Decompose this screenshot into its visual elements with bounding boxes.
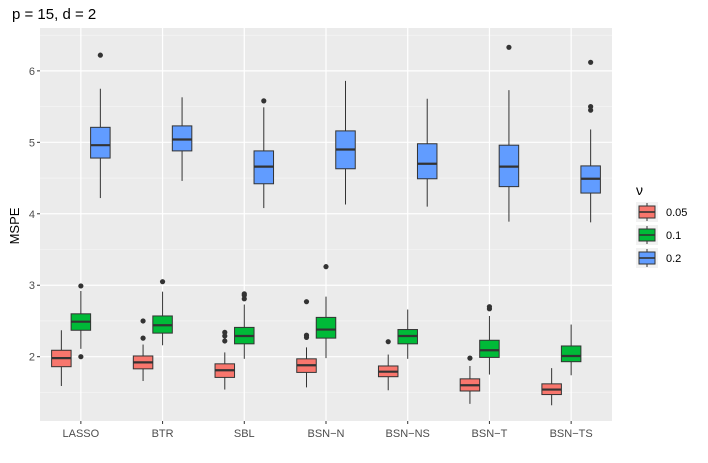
- box-0.1-BSN−T: [479, 304, 500, 375]
- box-0.1-BTR: [152, 279, 173, 346]
- outlier-point: [140, 318, 146, 324]
- outlier-point: [159, 279, 166, 285]
- legend: ν 0.05 0.1 0.2: [636, 182, 687, 268]
- outlier-point: [140, 335, 146, 341]
- legend-item: 0.1: [636, 225, 681, 245]
- x-tick-label: BSN−TS: [550, 428, 593, 440]
- box-0.2-LASSO: [90, 52, 111, 199]
- x-tick-label: SBL: [234, 428, 255, 440]
- y-tick-label: 6: [29, 66, 35, 78]
- x-tick-label: BSN−T: [472, 428, 508, 440]
- outlier-point: [97, 52, 103, 58]
- box-0.2-BSN−TS: [580, 59, 601, 223]
- y-tick-label: 3: [29, 280, 35, 292]
- box-0.1-BSN−TS: [560, 324, 582, 376]
- outlier-point: [222, 333, 228, 339]
- box-0.1-BSN−N: [315, 264, 337, 359]
- box-0.2-BTR: [171, 97, 193, 181]
- box-0.05-BSN−T: [459, 355, 481, 404]
- outlier-point: [323, 264, 329, 270]
- legend-label: 0.1: [666, 230, 681, 242]
- outlier-point: [261, 98, 267, 104]
- box-0.05-BSN−NS: [377, 339, 399, 391]
- box-iqr: [416, 143, 438, 180]
- box-0.05-SBL: [214, 329, 236, 390]
- box-0.1-BSN−NS: [397, 309, 418, 359]
- outlier-point: [588, 59, 594, 65]
- box-iqr: [315, 316, 337, 339]
- legend-title: ν: [636, 182, 643, 198]
- box-0.2-SBL: [253, 98, 275, 209]
- box-0.05-BSN−TS: [541, 368, 562, 406]
- outlier-point: [241, 291, 247, 297]
- box-iqr: [479, 339, 500, 358]
- x-tick-label: BTR: [152, 428, 174, 440]
- outlier-point: [78, 283, 84, 289]
- box-iqr: [560, 345, 582, 363]
- y-axis-label: MSPE: [7, 207, 22, 244]
- outlier-point: [506, 44, 512, 50]
- box-0.05-BSN−N: [296, 299, 317, 388]
- chart-title: p = 15, d = 2: [12, 6, 96, 23]
- outlier-point: [303, 299, 310, 305]
- outlier-point: [222, 329, 228, 335]
- box-0.2-BSN−T: [498, 44, 520, 222]
- legend-label: 0.2: [666, 253, 681, 265]
- outlier-point: [588, 104, 594, 110]
- outlier-point: [385, 339, 391, 345]
- x-tick-label: BSN−N: [308, 428, 345, 440]
- box-0.05-LASSO: [51, 330, 72, 386]
- y-tick-label: 2: [29, 352, 35, 364]
- x-tick-label: LASSO: [63, 428, 100, 440]
- y-tick-label: 4: [29, 209, 35, 221]
- y-tick-label: 5: [29, 137, 35, 149]
- box-0.1-LASSO: [70, 283, 92, 360]
- box-iqr: [90, 126, 111, 159]
- outlier-point: [222, 338, 228, 344]
- box-0.2-BSN−NS: [416, 98, 438, 207]
- plot-panel: 2 3 4 5 6 LASSO BTR SBL BSN−N BSN−NS BSN−T BSN−TS: [29, 28, 612, 440]
- legend-item: 0.2: [636, 248, 681, 268]
- legend-label: 0.05: [666, 207, 687, 219]
- outlier-point: [303, 332, 310, 338]
- outlier-point: [486, 304, 493, 310]
- box-0.2-BSN−N: [335, 80, 356, 205]
- outlier-point: [241, 296, 247, 302]
- outlier-point: [78, 354, 84, 360]
- box-0.05-BTR: [132, 318, 154, 381]
- x-tick-label: BSN−NS: [386, 428, 430, 440]
- box-0.1-SBL: [234, 291, 255, 359]
- outlier-point: [588, 107, 594, 113]
- outlier-point: [467, 355, 473, 361]
- legend-item: 0.05: [636, 202, 687, 222]
